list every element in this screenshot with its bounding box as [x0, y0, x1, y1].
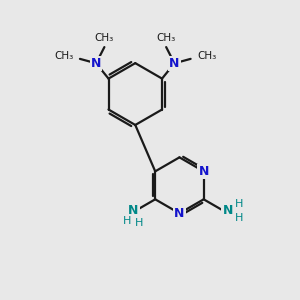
- Text: N: N: [199, 165, 209, 178]
- Text: CH₃: CH₃: [197, 51, 216, 61]
- Text: H: H: [135, 218, 143, 228]
- Text: N: N: [174, 207, 184, 220]
- Text: CH₃: CH₃: [157, 33, 176, 43]
- Text: H: H: [234, 213, 243, 223]
- Text: H: H: [234, 199, 243, 208]
- Text: CH₃: CH₃: [54, 51, 74, 61]
- Text: N: N: [223, 204, 233, 217]
- Text: N: N: [169, 57, 180, 70]
- Text: N: N: [91, 57, 101, 70]
- Text: N: N: [128, 204, 139, 217]
- Text: H: H: [123, 216, 131, 226]
- Text: CH₃: CH₃: [95, 33, 114, 43]
